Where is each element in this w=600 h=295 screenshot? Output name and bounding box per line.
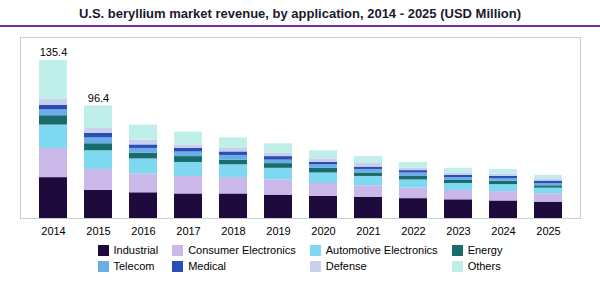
- svg-text:2014: 2014: [41, 225, 65, 237]
- svg-text:2015: 2015: [86, 225, 110, 237]
- html-text:Industrial: Industrial: [113, 244, 159, 256]
- html-text:Defense: Defense: [325, 260, 367, 272]
- html-text:Others: Others: [467, 260, 501, 272]
- html-text:Consumer Electronics: Consumer Electronics: [188, 244, 296, 256]
- svg-text:2016: 2016: [131, 225, 155, 237]
- svg-text:135.4: 135.4: [40, 46, 68, 58]
- html-text:Medical: Medical: [188, 260, 226, 272]
- svg-text:2017: 2017: [176, 225, 200, 237]
- svg-text:96.4: 96.4: [88, 92, 109, 104]
- svg-text:2018: 2018: [221, 225, 245, 237]
- svg-text:2019: 2019: [266, 225, 290, 237]
- svg-text:2020: 2020: [311, 225, 335, 237]
- svg-text:2024: 2024: [491, 225, 515, 237]
- html-text:Energy: Energy: [467, 244, 503, 256]
- svg-text:2022: 2022: [401, 225, 425, 237]
- html-text:Automotive Electronics: Automotive Electronics: [325, 244, 438, 256]
- svg-text:2021: 2021: [356, 225, 380, 237]
- svg-text:2025: 2025: [536, 225, 560, 237]
- html-text:U.S. beryllium market revenue,: U.S. beryllium market revenue, by applic…: [78, 6, 522, 21]
- svg-text:2023: 2023: [446, 225, 470, 237]
- html-text:Telecom: Telecom: [113, 260, 155, 272]
